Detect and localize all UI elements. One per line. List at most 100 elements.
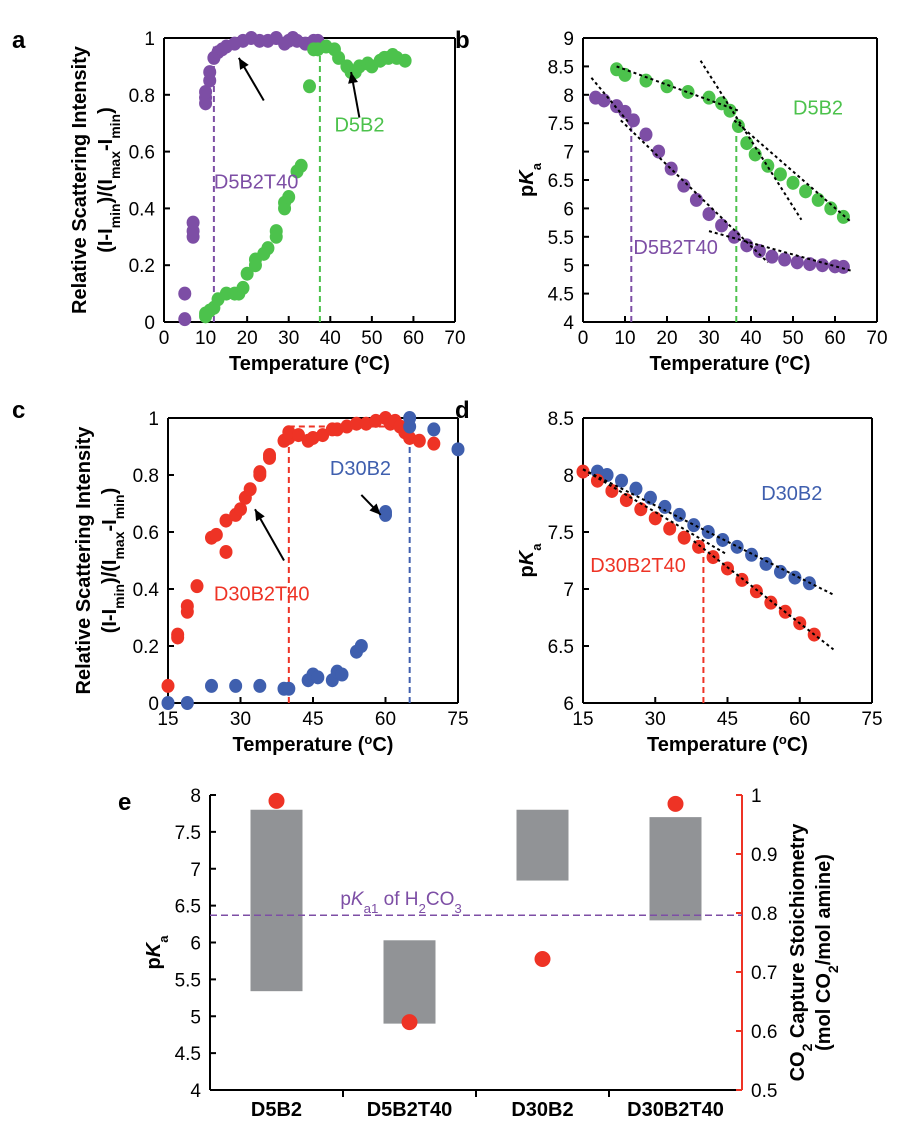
- y-axis-title: pKa: [516, 162, 544, 197]
- data-point: [619, 493, 633, 508]
- fit-line: [582, 468, 729, 556]
- y-axis-title: pKa: [143, 935, 171, 970]
- data-point: [702, 90, 716, 105]
- data-point: [836, 259, 850, 274]
- annotation-label: D30B2T40: [590, 555, 686, 577]
- x-tick-label: 60: [789, 709, 810, 730]
- h2co3-label: pKa1 of H2CO3: [340, 889, 462, 916]
- data-point: [765, 249, 779, 264]
- data-point: [761, 158, 775, 173]
- data-point: [723, 103, 737, 118]
- x-axis-title: Temperature (oC): [229, 351, 390, 376]
- fit-line: [590, 77, 630, 124]
- fit-line: [708, 230, 853, 272]
- data-point: [178, 286, 192, 301]
- fit-line: [699, 60, 803, 221]
- y-tick-label: 1: [144, 29, 155, 50]
- y-tick-label: 9: [563, 29, 574, 50]
- data-point: [735, 572, 749, 587]
- annotation-label: D5B2: [793, 98, 843, 120]
- y-right-axis-title-line2: (mol CO2/mol amine): [813, 854, 841, 1051]
- y-right-tick-label: 0.9: [751, 845, 777, 866]
- data-point: [702, 207, 716, 222]
- data-point: [261, 241, 275, 256]
- data-point: [161, 696, 175, 710]
- x-tick-label: 0: [159, 328, 170, 349]
- fit-line: [582, 468, 834, 596]
- panel-c: 15 30 45 60 75 0 0.2 0.4 0.6 0.8 1 D30B2T40 D30B2 Tem…: [12, 397, 469, 756]
- panel-label-c: c: [12, 397, 25, 424]
- x-tick-label: 30: [645, 709, 666, 730]
- data-point: [731, 119, 745, 134]
- data-point: [229, 678, 243, 693]
- annotation-label: D5B2T40: [214, 172, 299, 194]
- data-point: [178, 312, 192, 327]
- arrow-head: [238, 57, 249, 70]
- y-axis-title-line1: Relative Scattering Intensity: [69, 45, 91, 314]
- series-D30B2T40: [161, 411, 441, 693]
- pka-range-bar: [250, 809, 303, 992]
- panel-a: 0 10 20 30 40 50 60 70 0 0.2 0.4 0.6 0.8 1 D5B2T40 D5B2…: [12, 27, 466, 375]
- data-point: [451, 442, 465, 457]
- data-point: [205, 678, 218, 693]
- data-point: [236, 280, 250, 295]
- y-tick-label: 7: [563, 580, 574, 601]
- data-point: [354, 639, 368, 653]
- x-tick-label: 50: [361, 328, 382, 349]
- pka-range-bar: [516, 809, 569, 881]
- x-tick-label: 70: [444, 328, 465, 349]
- y-tick-label: 0: [148, 694, 159, 715]
- data-point: [199, 84, 213, 99]
- y-tick-label: 8: [190, 786, 201, 807]
- x-tick-label: 10: [195, 328, 216, 349]
- data-point: [752, 244, 766, 258]
- series-D5B2: [610, 62, 850, 224]
- data-point: [240, 266, 254, 281]
- data-point: [412, 433, 426, 448]
- data-point: [748, 147, 762, 162]
- data-point: [677, 178, 691, 193]
- data-point: [332, 50, 346, 65]
- data-point: [203, 65, 217, 80]
- data-point: [180, 696, 194, 710]
- data-point: [727, 229, 741, 244]
- data-point: [209, 527, 223, 542]
- stoichiometry-point: [401, 1014, 418, 1031]
- data-point: [269, 224, 283, 239]
- data-point: [350, 416, 363, 431]
- data-point: [597, 93, 611, 108]
- data-point: [815, 258, 829, 273]
- y-tick-label: 5: [190, 1007, 201, 1028]
- data-point: [681, 84, 695, 99]
- annotation-label: D5B2: [334, 115, 384, 137]
- data-point: [253, 678, 267, 693]
- series-D5B2: [199, 39, 412, 324]
- data-point: [398, 53, 412, 68]
- data-point: [629, 481, 643, 496]
- y-tick-label: 4.5: [175, 1044, 201, 1065]
- y-tick-label: 7: [563, 143, 574, 164]
- data-point: [576, 464, 590, 479]
- data-point: [689, 192, 703, 207]
- data-point: [790, 255, 804, 270]
- pka-range-bar: [649, 817, 702, 921]
- x-tick-label: 30: [230, 709, 251, 730]
- x-tick-label: 15: [157, 709, 178, 730]
- data-point: [234, 502, 247, 517]
- data-point: [824, 201, 838, 216]
- data-point: [639, 127, 653, 142]
- x-tick-label: 45: [717, 709, 738, 730]
- data-point: [600, 468, 614, 482]
- y-tick-label: 4: [563, 313, 574, 334]
- x-tick-label: 60: [403, 328, 424, 349]
- y-tick-label: 6: [190, 934, 201, 955]
- x-axis-title: Temperature (oC): [650, 351, 811, 376]
- y-tick-label: 7.5: [548, 523, 574, 544]
- y-right-axis-title-line1: CO2 Capture Stoichiometry: [787, 823, 815, 1082]
- y-tick-label: 0.2: [133, 637, 159, 658]
- y-tick-label: 0.8: [129, 86, 155, 107]
- data-point: [799, 184, 813, 199]
- data-point: [311, 670, 325, 685]
- panel-label-e: e: [118, 789, 131, 816]
- data-point: [219, 513, 233, 528]
